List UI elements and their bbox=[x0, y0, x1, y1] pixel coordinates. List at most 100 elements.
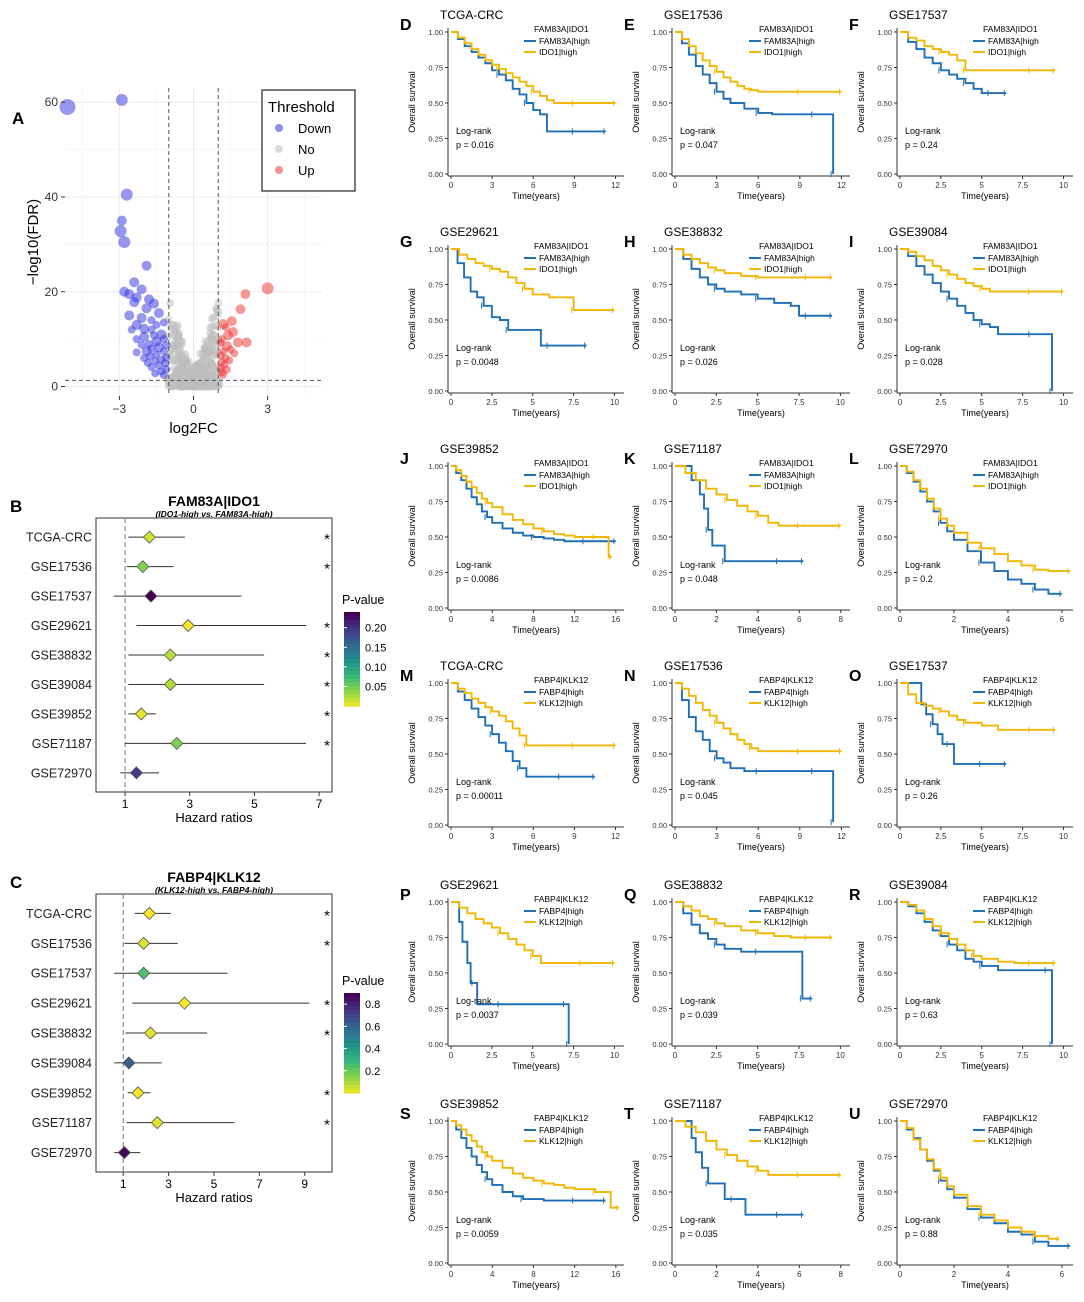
significance-star: * bbox=[324, 1027, 330, 1044]
colorbar-segment bbox=[344, 1088, 360, 1094]
km-curve-second bbox=[675, 31, 842, 93]
y-tick-label: 0.25 bbox=[652, 135, 667, 144]
legend-title: FAM83A|IDO1 bbox=[983, 24, 1038, 34]
y-tick-label: 0.50 bbox=[428, 533, 443, 542]
colorbar-segment bbox=[344, 690, 360, 695]
colorbar-segment bbox=[344, 643, 360, 648]
y-tick-label: 0.00 bbox=[428, 1040, 443, 1049]
km-curve-second bbox=[675, 465, 841, 527]
colorbar-segment bbox=[344, 1055, 360, 1061]
panel-letter: O bbox=[849, 668, 861, 685]
colorbar-segment bbox=[344, 647, 360, 652]
hr-diamond bbox=[136, 560, 150, 574]
colorbar-label: 0.10 bbox=[365, 662, 386, 674]
x-tick-label: 10 bbox=[1059, 832, 1068, 841]
panel-letter-c: C bbox=[10, 873, 22, 892]
x-axis-title: Time(years) bbox=[512, 1280, 560, 1290]
y-tick-label: 1.00 bbox=[877, 245, 892, 254]
p-value: p = 0.88 bbox=[905, 1229, 938, 1239]
x-tick-label: −3 bbox=[113, 402, 127, 416]
colorbar-segment bbox=[344, 635, 360, 641]
x-tick-label: 0 bbox=[898, 615, 903, 624]
panel-letter: G bbox=[400, 234, 412, 251]
point-down bbox=[139, 323, 150, 334]
hr-diamond bbox=[122, 1056, 136, 1070]
km-title: GSE72970 bbox=[889, 442, 948, 456]
legend-key-up bbox=[275, 166, 283, 174]
row-label: GSE29621 bbox=[31, 997, 92, 1011]
legend-label: IDO1|high bbox=[764, 481, 802, 491]
point-up bbox=[240, 289, 251, 300]
colorbar-segment bbox=[344, 1018, 360, 1023]
point-up bbox=[235, 304, 246, 315]
km-curve-second bbox=[900, 465, 1070, 573]
km-panel-e: E GSE17536 0.00 0.25 0.50 0.75 1.00 0 3 6 9 12 Time(… bbox=[624, 8, 850, 201]
p-value: p = 0.63 bbox=[905, 1010, 938, 1020]
y-tick-label: 0.00 bbox=[877, 387, 892, 396]
km-title: GSE17536 bbox=[664, 8, 723, 22]
x-tick-label: 3 bbox=[714, 181, 719, 190]
row-label: GSE39852 bbox=[31, 707, 92, 721]
significance-star: * bbox=[324, 678, 330, 695]
x-tick-label: 2.5 bbox=[711, 1051, 723, 1060]
km-curve-second bbox=[675, 901, 833, 939]
y-tick-label: 1.00 bbox=[428, 28, 443, 37]
legend-label: IDO1|high bbox=[988, 264, 1026, 274]
legend-label: FABP4|high bbox=[539, 687, 584, 697]
x-axis-title: Time(years) bbox=[961, 842, 1009, 852]
point-down bbox=[141, 260, 152, 271]
km-curve-second bbox=[451, 901, 615, 965]
y-tick-label: 0.75 bbox=[877, 498, 892, 507]
km-title: GSE39084 bbox=[889, 225, 948, 239]
p-value: p = 0.0048 bbox=[456, 357, 499, 367]
legend-title: FAM83A|IDO1 bbox=[759, 241, 814, 251]
x-tick-label: 7.5 bbox=[1017, 398, 1029, 407]
colorbar-segment bbox=[344, 1034, 360, 1040]
x-tick-label: 12 bbox=[611, 832, 620, 841]
x-tick-label: 12 bbox=[570, 1270, 579, 1279]
y-tick-label: 0.75 bbox=[428, 1153, 443, 1162]
row-label: GSE39852 bbox=[31, 1086, 92, 1100]
km-title: GSE29621 bbox=[440, 225, 499, 239]
point-no bbox=[179, 356, 188, 365]
x-tick-label: 2.5 bbox=[711, 398, 723, 407]
colorbar-segment bbox=[344, 997, 360, 1002]
point-no bbox=[207, 361, 216, 370]
y-axis-title: Overall survival bbox=[407, 722, 417, 784]
km-curve-first bbox=[451, 682, 595, 778]
point-up bbox=[219, 370, 228, 379]
p-value: p = 0.035 bbox=[680, 1229, 718, 1239]
km-curve-second bbox=[451, 248, 615, 312]
logrank-label: Log-rank bbox=[905, 560, 941, 570]
y-tick-label: 0.75 bbox=[428, 281, 443, 290]
km-panel-m: M TCGA-CRC 0.00 0.25 0.50 0.75 1.00 0 3 6 9 12 Time(… bbox=[400, 659, 624, 852]
legend-label: IDO1|high bbox=[764, 264, 802, 274]
forest-plot-fabp4-klk12: C FABP4|KLK12(KLK12-high vs. FABP4-high) T… bbox=[10, 869, 384, 1205]
p-value: p = 0.0059 bbox=[456, 1229, 499, 1239]
significance-star: * bbox=[324, 708, 330, 725]
survival-curves-grid: D TCGA-CRC 0.00 0.25 0.50 0.75 1.00 0 3 6 9 12 Time(… bbox=[400, 8, 1073, 1290]
panel-letter-b: B bbox=[10, 497, 22, 516]
colorbar-segment bbox=[344, 659, 360, 664]
x-axis-title: Time(years) bbox=[737, 625, 785, 635]
point-no bbox=[190, 382, 199, 391]
panel-letter: I bbox=[849, 234, 853, 251]
y-tick-label: 0.50 bbox=[428, 1188, 443, 1197]
km-title: GSE39852 bbox=[440, 442, 499, 456]
km-curve-second bbox=[900, 1120, 1060, 1240]
p-value: p = 0.048 bbox=[680, 574, 718, 584]
y-tick-label: 0.00 bbox=[652, 821, 667, 830]
x-axis-title: log2FC bbox=[169, 420, 218, 437]
km-title: GSE38832 bbox=[664, 225, 723, 239]
point-down bbox=[153, 308, 164, 319]
x-axis-title: Time(years) bbox=[512, 625, 560, 635]
row-label: GSE39084 bbox=[31, 678, 92, 692]
legend-label: FAM83A|high bbox=[764, 253, 815, 263]
significance-star: * bbox=[324, 649, 330, 666]
x-tick-label: 7.5 bbox=[1017, 832, 1029, 841]
x-tick-label: 5 bbox=[211, 1177, 218, 1191]
x-tick-label: 7.5 bbox=[1017, 181, 1029, 190]
y-tick-label: 0.75 bbox=[652, 1153, 667, 1162]
logrank-label: Log-rank bbox=[680, 343, 716, 353]
y-tick-label: 0.50 bbox=[652, 1188, 667, 1197]
